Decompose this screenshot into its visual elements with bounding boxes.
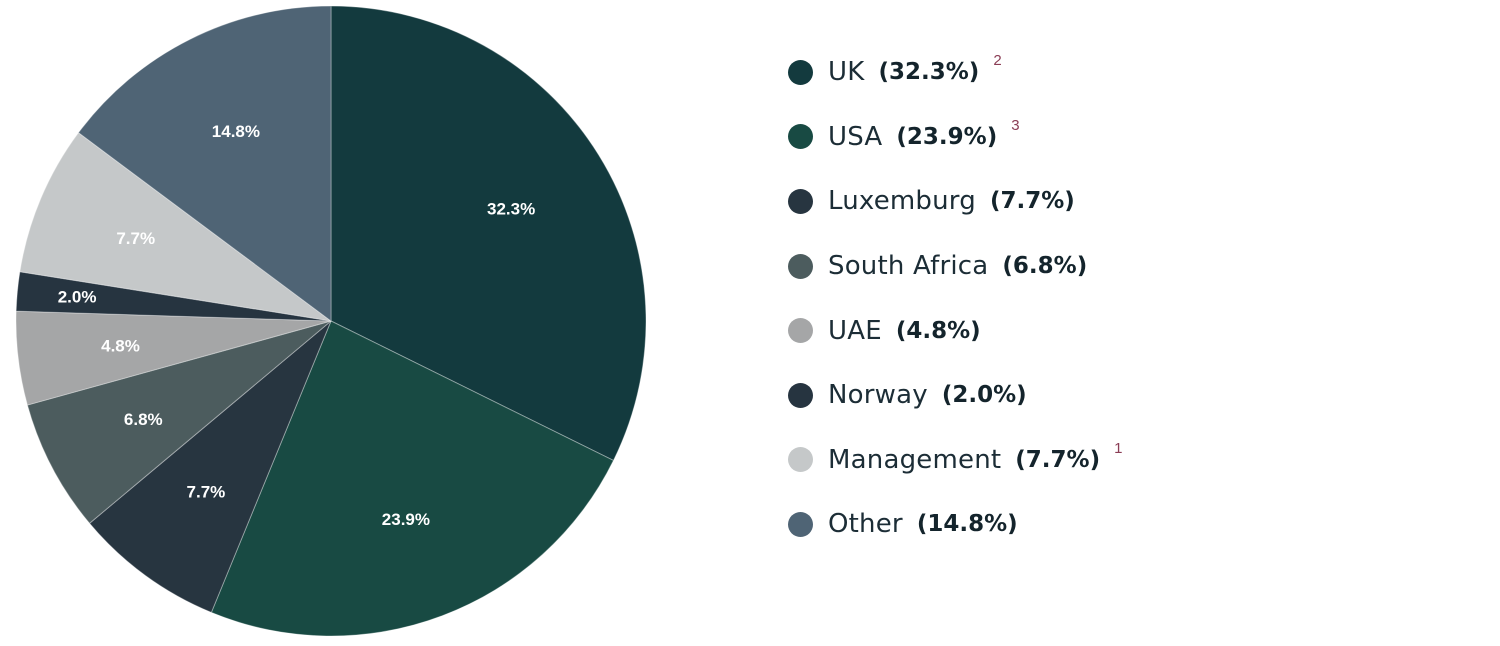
legend-percentage-usa: (23.9%) bbox=[896, 123, 998, 150]
pie-slice-usa bbox=[210, 320, 615, 637]
legend-percentage-uk: (32.3%) bbox=[878, 59, 980, 86]
pie-label-uk: 32.3% bbox=[487, 200, 535, 219]
pie-slice-other bbox=[77, 5, 332, 322]
pie-slice-norway bbox=[15, 271, 332, 322]
legend-name-norway: Norway bbox=[828, 380, 928, 411]
pie-slice-uae bbox=[15, 310, 332, 406]
legend-item-other: Other (14.8%) bbox=[788, 492, 1488, 557]
pie-slice-management bbox=[19, 131, 332, 322]
pie-chart: 32.3% 23.9% 7.7% 6.8% 4.8% 2.0% 7.7% 14.8% bbox=[15, 5, 647, 637]
pie-label-other: 14.8% bbox=[212, 122, 260, 141]
legend-swatch-uae bbox=[788, 318, 813, 344]
pie-label-usa: 23.9% bbox=[382, 510, 430, 529]
legend-item-usa: USA (23.9%) 3 bbox=[788, 105, 1488, 170]
legend-percentage-uae: (4.8%) bbox=[895, 317, 981, 344]
legend-swatch-luxemburg bbox=[788, 188, 813, 214]
legend-item-norway: Norway (2.0%) bbox=[788, 363, 1488, 428]
pie-slice-south-africa bbox=[26, 320, 332, 525]
legend-name-uae: UAE bbox=[828, 315, 882, 346]
legend-footnote-usa: 3 bbox=[1011, 116, 1020, 134]
pie-label-uae: 4.8% bbox=[101, 337, 140, 356]
legend-footnote-management: 1 bbox=[1114, 439, 1123, 457]
legend-name-management: Management bbox=[828, 444, 1002, 475]
pie-label-luxemburg: 7.7% bbox=[187, 483, 226, 502]
legend-percentage-norway: (2.0%) bbox=[941, 382, 1027, 409]
legend-swatch-management bbox=[788, 447, 813, 473]
legend-swatch-south-africa bbox=[788, 253, 813, 279]
legend-percentage-other: (14.8%) bbox=[916, 511, 1018, 538]
legend-item-uae: UAE (4.8%) bbox=[788, 298, 1488, 363]
legend-name-uk: UK bbox=[828, 57, 865, 88]
legend-name-luxemburg: Luxemburg bbox=[828, 186, 976, 217]
legend-name-usa: USA bbox=[828, 121, 883, 152]
legend-percentage-management: (7.7%) bbox=[1015, 446, 1101, 473]
legend: UK (32.3%) 2 USA (23.9%) 3 Luxemburg (7.7%) Sout… bbox=[788, 40, 1488, 557]
pie-label-norway: 2.0% bbox=[58, 288, 97, 307]
legend-percentage-south-africa: (6.8%) bbox=[1002, 253, 1088, 280]
pie-label-management: 7.7% bbox=[116, 229, 155, 248]
legend-item-luxemburg: Luxemburg (7.7%) bbox=[788, 169, 1488, 234]
legend-swatch-uk bbox=[788, 59, 813, 85]
legend-swatch-other bbox=[788, 511, 813, 537]
legend-name-south-africa: South Africa bbox=[828, 251, 989, 282]
legend-swatch-usa bbox=[788, 124, 813, 150]
legend-swatch-norway bbox=[788, 382, 813, 408]
legend-item-management: Management (7.7%) 1 bbox=[788, 428, 1488, 493]
pie-label-south-africa: 6.8% bbox=[124, 410, 163, 429]
legend-name-other: Other bbox=[828, 509, 903, 540]
legend-item-south-africa: South Africa (6.8%) bbox=[788, 234, 1488, 299]
pie-slice-luxemburg bbox=[88, 320, 332, 614]
pie-slice-uk bbox=[330, 5, 647, 462]
legend-item-uk: UK (32.3%) 2 bbox=[788, 40, 1488, 105]
legend-footnote-uk: 2 bbox=[993, 52, 1002, 69]
legend-percentage-luxemburg: (7.7%) bbox=[989, 188, 1075, 215]
